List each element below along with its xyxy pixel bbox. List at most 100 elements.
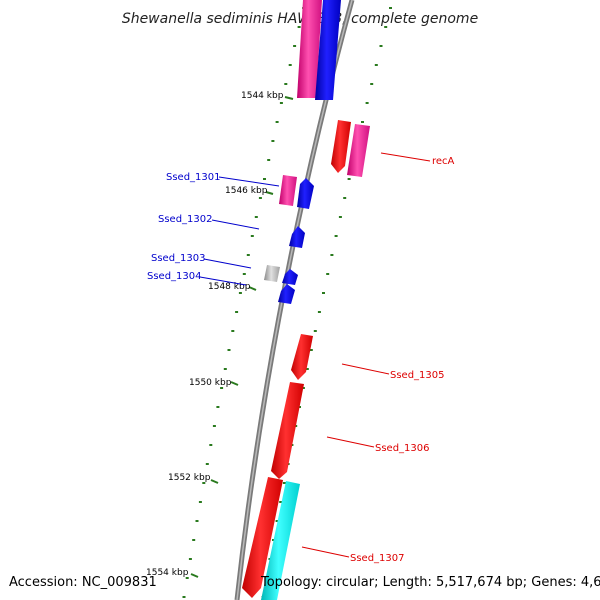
minor-tick	[379, 45, 383, 47]
minor-tick	[192, 539, 196, 541]
minor-tick	[334, 235, 338, 237]
minor-tick	[322, 292, 325, 294]
minor-tick	[246, 254, 250, 256]
minor-tick	[279, 102, 283, 104]
minor-tick	[326, 273, 330, 275]
minor-tick	[195, 520, 199, 522]
minor-tick	[238, 292, 242, 294]
kbp-tick	[284, 96, 294, 100]
minor-tick	[205, 463, 209, 465]
leader-line	[341, 363, 390, 375]
minor-tick	[384, 26, 388, 28]
leader-line	[203, 258, 252, 269]
minor-tick	[347, 178, 351, 180]
gene-label-ssed-1301[interactable]: Ssed_1301	[166, 172, 221, 183]
gene-label-reca[interactable]: recA	[432, 156, 455, 167]
minor-tick	[202, 482, 206, 484]
minor-tick	[370, 83, 374, 85]
minor-tick	[188, 558, 192, 560]
gene-feature-pink[interactable]	[347, 124, 370, 177]
gene-label-ssed-1303[interactable]: Ssed_1303	[151, 253, 206, 264]
minor-tick	[267, 159, 271, 161]
minor-tick	[272, 539, 275, 541]
gene-feature-pink[interactable]	[297, 0, 322, 98]
minor-tick	[258, 197, 262, 199]
gene-label-ssed-1306[interactable]: Ssed_1306	[375, 443, 430, 454]
minor-tick	[284, 83, 288, 85]
minor-tick	[182, 596, 186, 598]
kbp-tick	[265, 191, 274, 195]
minor-tick	[288, 64, 292, 66]
gene-feature-grey[interactable]	[264, 265, 280, 282]
minor-tick	[235, 311, 239, 313]
minor-tick	[365, 102, 369, 104]
gene-feature-blue[interactable]	[282, 269, 298, 285]
gene-labels: Ssed_1301 Ssed_1302 Ssed_1303 Ssed_1304 …	[147, 152, 455, 564]
leader-line	[211, 219, 260, 230]
gene-feature-blue[interactable]	[289, 226, 305, 248]
minor-tick	[242, 273, 246, 275]
gene-feature-red[interactable]	[242, 477, 283, 598]
leader-line	[380, 152, 431, 162]
minor-tick	[198, 501, 202, 503]
leader-line	[218, 176, 280, 187]
minor-tick	[361, 121, 364, 123]
kbp-label: 1554 kbp	[146, 568, 189, 578]
minor-tick	[254, 216, 258, 218]
gene-feature-blue[interactable]	[278, 284, 295, 304]
forward-strand-features	[242, 120, 370, 600]
minor-tick	[275, 520, 279, 522]
kbp-tick	[248, 286, 257, 291]
kbp-tick	[230, 381, 239, 386]
gene-feature-red[interactable]	[271, 382, 304, 479]
gene-feature-red[interactable]	[331, 120, 351, 173]
gene-label-ssed-1302[interactable]: Ssed_1302	[158, 214, 213, 225]
minor-tick	[297, 26, 301, 28]
kbp-scale: 1544 kbp 1546 kbp 1548 kbp 1550 kbp 1552…	[146, 91, 294, 578]
minor-tick	[220, 387, 224, 389]
minor-tick	[216, 406, 220, 408]
leader-line	[301, 546, 350, 558]
kbp-label: 1552 kbp	[168, 473, 211, 483]
minor-tick	[301, 387, 305, 389]
minor-tick	[343, 197, 347, 199]
leader-line	[326, 436, 375, 448]
gene-label-ssed-1305[interactable]: Ssed_1305	[390, 370, 445, 381]
gene-feature-blue[interactable]	[297, 178, 314, 209]
accession-label: Accession: NC_009831	[9, 575, 157, 590]
minor-tick	[309, 349, 313, 351]
minor-tick	[282, 482, 286, 484]
minor-tick	[185, 577, 189, 579]
minor-tick	[389, 7, 392, 9]
minor-tick	[305, 368, 309, 370]
minor-tick	[313, 330, 317, 332]
gene-label-ssed-1304[interactable]: Ssed_1304	[147, 271, 202, 282]
minor-tick	[227, 349, 231, 351]
reverse-strand-features	[264, 0, 341, 304]
kbp-label: 1550 kbp	[189, 378, 232, 388]
kbp-tick	[210, 479, 219, 484]
minor-tick	[330, 254, 334, 256]
minor-tick	[275, 121, 279, 123]
gene-feature-pink[interactable]	[279, 175, 297, 206]
kbp-tick	[190, 573, 199, 578]
minor-tick	[209, 444, 213, 446]
minor-tick	[293, 45, 297, 47]
minor-tick	[231, 330, 235, 332]
kbp-label: 1548 kbp	[208, 282, 251, 292]
minor-tick	[212, 425, 216, 427]
minor-tick	[279, 501, 283, 503]
minor-tick	[374, 64, 378, 66]
gene-feature-red[interactable]	[291, 334, 313, 380]
map-title: Shewanella sediminis HAW-EB3, complete g…	[122, 11, 478, 27]
genome-summary: Topology: circular; Length: 5,517,674 bp…	[260, 575, 600, 590]
kbp-label: 1544 kbp	[241, 91, 284, 101]
kbp-label: 1546 kbp	[225, 186, 268, 196]
gene-feature-blue[interactable]	[315, 0, 341, 100]
gene-feature-cyan[interactable]	[261, 481, 300, 600]
gene-label-ssed-1307[interactable]: Ssed_1307	[350, 553, 405, 564]
minor-tick	[317, 311, 321, 313]
leader-line	[199, 276, 247, 286]
minor-tick	[223, 368, 227, 370]
